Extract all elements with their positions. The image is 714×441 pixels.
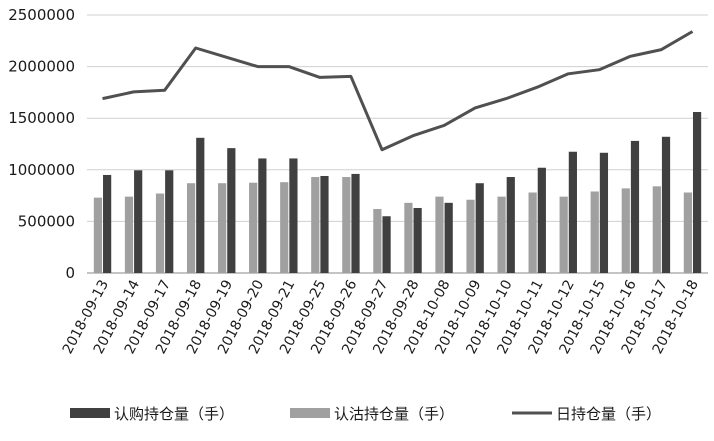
bar-put	[435, 196, 444, 273]
line-series	[102, 30, 694, 152]
bar-call	[382, 216, 391, 273]
y-tick-label: 0	[65, 264, 75, 282]
bar-put	[652, 186, 661, 273]
legend-swatch-put	[290, 408, 330, 418]
bar-put	[218, 183, 227, 273]
bar-put	[621, 188, 630, 273]
bar-call	[165, 170, 174, 273]
line-total	[102, 30, 694, 152]
bars	[93, 112, 702, 274]
legend-label-call: 认购持仓量（手）	[114, 405, 234, 423]
bar-call	[413, 207, 422, 273]
bar-call	[506, 177, 515, 273]
legend-swatch-call	[70, 408, 110, 418]
legend: 认购持仓量（手） 认沽持仓量（手） 日持仓量（手）	[70, 405, 661, 423]
bar-call	[444, 202, 453, 273]
y-axis: 2500000 2000000 1500000 1000000 500000 0	[8, 6, 75, 282]
bar-put	[373, 209, 382, 273]
bar-put	[280, 182, 289, 273]
bar-call	[258, 158, 267, 273]
bar-put	[249, 182, 258, 273]
y-tick-label: 1000000	[8, 161, 75, 179]
bar-call	[537, 167, 546, 273]
x-axis: 2018-09-132018-09-142018-09-172018-09-18…	[60, 277, 702, 356]
bar-put	[683, 192, 692, 273]
y-tick-label: 2500000	[8, 6, 75, 24]
bar-put	[466, 199, 475, 273]
bar-put	[124, 196, 134, 273]
bar-call	[568, 151, 577, 273]
legend-label-total: 日持仓量（手）	[556, 405, 661, 423]
bar-put	[404, 202, 413, 273]
bar-put	[311, 177, 320, 273]
y-tick-label: 1500000	[8, 109, 75, 127]
bar-put	[590, 191, 599, 273]
bar-call	[134, 170, 143, 273]
bar-call	[599, 152, 609, 273]
bar-call	[351, 173, 360, 273]
bar-put	[186, 183, 196, 273]
bar-call	[661, 136, 671, 273]
y-tick-label: 2000000	[8, 58, 75, 76]
bar-put	[559, 196, 568, 273]
bar-call	[196, 137, 205, 273]
bar-call	[227, 148, 236, 273]
bar-call	[475, 183, 484, 273]
bar-call	[692, 112, 702, 274]
bar-call	[103, 174, 112, 273]
bar-call	[320, 175, 329, 273]
bar-put	[528, 192, 537, 273]
y-tick-label: 500000	[18, 212, 75, 230]
bar-put	[93, 197, 103, 273]
bar-put	[342, 177, 351, 273]
bar-call	[630, 140, 640, 273]
bar-put	[497, 196, 506, 273]
bar-put	[155, 193, 165, 273]
bar-call	[289, 158, 298, 273]
legend-label-put: 认沽持仓量（手）	[334, 405, 454, 423]
